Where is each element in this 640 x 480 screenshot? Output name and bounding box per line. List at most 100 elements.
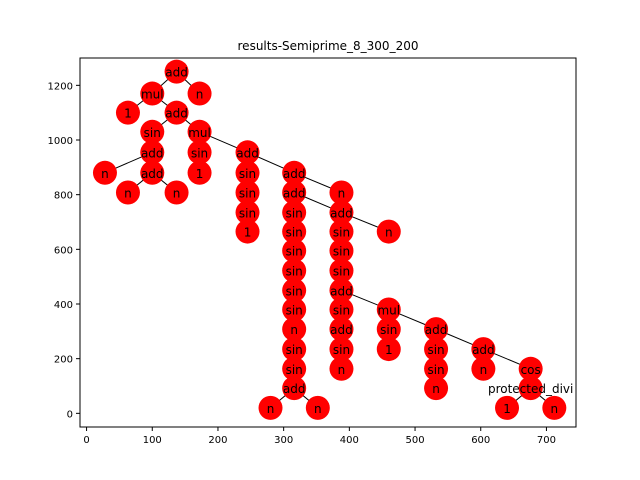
tree-node: sin — [235, 200, 260, 225]
tree-node: sin — [140, 119, 165, 144]
node-marker — [518, 376, 543, 401]
node-label: sin — [286, 284, 303, 298]
y-tick-label: 600 — [54, 245, 73, 256]
node-marker — [187, 81, 212, 106]
tree-node: sin — [329, 258, 354, 283]
node-marker — [140, 119, 165, 144]
tree-node: n — [542, 395, 567, 420]
tree-node: sin — [282, 297, 307, 322]
tree-node: n — [92, 160, 117, 185]
node-label: n — [385, 226, 393, 240]
node-label: sin — [333, 265, 350, 279]
node-marker — [376, 297, 401, 322]
tree-node: add — [471, 337, 496, 362]
node-label: mul — [141, 88, 164, 102]
node-marker — [235, 140, 260, 165]
x-tick-label: 600 — [471, 435, 490, 446]
tree-node: sin — [282, 337, 307, 362]
y-tick-label: 1000 — [48, 136, 73, 147]
node-label: sin — [380, 323, 397, 337]
tree-node: mul — [140, 81, 165, 106]
node-marker — [329, 238, 354, 263]
tree-node: n — [258, 395, 283, 420]
node-label: sin — [333, 303, 350, 317]
node-marker — [115, 180, 140, 205]
node-label: n — [338, 186, 346, 200]
node-marker — [164, 100, 189, 125]
tree-node: add — [424, 317, 449, 342]
node-label: sin — [239, 167, 256, 181]
node-marker — [92, 160, 117, 185]
x-tick-label: 500 — [405, 435, 424, 446]
tree-node: 1 — [115, 100, 140, 125]
node-marker — [140, 160, 165, 185]
node-label: sin — [144, 126, 161, 140]
node-label: add — [472, 343, 495, 357]
node-marker — [518, 356, 543, 381]
node-marker — [424, 376, 449, 401]
node-label: sin — [239, 186, 256, 200]
node-label: n — [551, 402, 559, 416]
tree-node: 1 — [495, 395, 520, 420]
node-marker — [376, 317, 401, 342]
node-label: sin — [286, 343, 303, 357]
node-label: sin — [427, 343, 444, 357]
node-marker — [164, 180, 189, 205]
node-marker — [282, 297, 307, 322]
node-marker — [329, 278, 354, 303]
tree-node: sin — [424, 337, 449, 362]
tree-node: mul — [187, 119, 212, 144]
node-marker — [282, 356, 307, 381]
node-marker — [282, 219, 307, 244]
node-marker — [329, 337, 354, 362]
node-label: add — [141, 167, 164, 181]
node-label: add — [141, 146, 164, 160]
node-label: sin — [286, 226, 303, 240]
node-marker — [376, 219, 401, 244]
node-marker — [282, 180, 307, 205]
tree-node: n — [424, 376, 449, 401]
tree-node: n — [164, 180, 189, 205]
node-marker — [140, 140, 165, 165]
node-marker — [258, 395, 283, 420]
plot-frame — [79, 57, 577, 428]
node-marker — [115, 100, 140, 125]
node-marker — [235, 219, 260, 244]
y-tick-label: 200 — [54, 355, 73, 366]
node-label: sin — [286, 363, 303, 377]
tree-node: add — [282, 376, 307, 401]
tree-node: sin — [424, 356, 449, 381]
node-marker — [235, 200, 260, 225]
node-label: n — [432, 382, 440, 396]
node-label: 1 — [196, 167, 204, 181]
node-marker — [329, 200, 354, 225]
node-label: protected_divi — [488, 382, 573, 396]
node-label: n — [290, 323, 298, 337]
node-marker — [187, 160, 212, 185]
tree-node: n — [471, 356, 496, 381]
tree-node: sin — [282, 278, 307, 303]
node-label: sin — [286, 265, 303, 279]
node-label: n — [267, 402, 275, 416]
tree-node: n — [187, 81, 212, 106]
node-label: sin — [239, 206, 256, 220]
tree-node: add — [329, 200, 354, 225]
x-axis: 0 100 200 300 400 500 600 700 — [83, 427, 556, 446]
node-label: n — [480, 363, 488, 377]
node-marker — [542, 395, 567, 420]
tree-node: sin — [282, 238, 307, 263]
tree-node: add — [140, 160, 165, 185]
x-tick-label: 400 — [340, 435, 359, 446]
tree-node: n — [282, 317, 307, 342]
node-label: mul — [377, 303, 400, 317]
node-marker — [376, 337, 401, 362]
node-label: n — [124, 186, 132, 200]
node-marker — [424, 317, 449, 342]
node-label: add — [283, 167, 306, 181]
tree-node: 1 — [376, 337, 401, 362]
node-label: n — [173, 186, 181, 200]
node-label: 1 — [503, 402, 511, 416]
x-tick-label: 200 — [208, 435, 227, 446]
node-label: add — [425, 323, 448, 337]
node-marker — [282, 337, 307, 362]
